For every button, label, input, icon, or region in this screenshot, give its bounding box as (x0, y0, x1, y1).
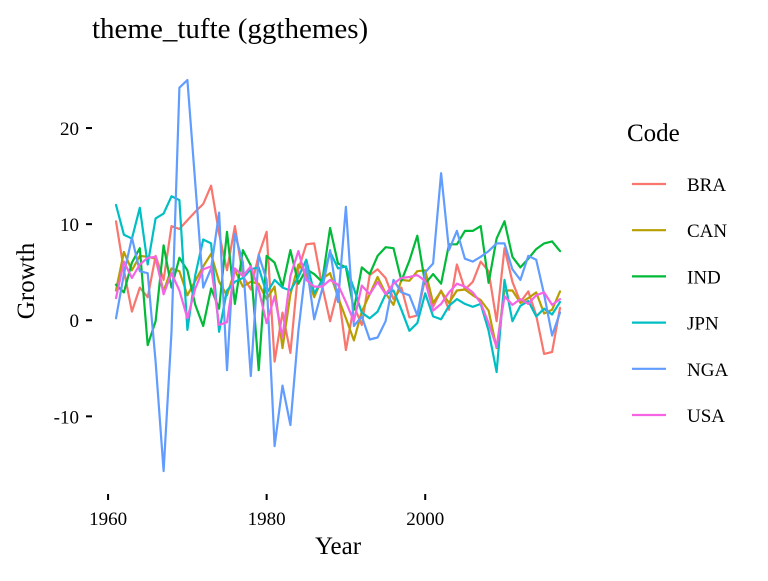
legend-label-jpn: JPN (687, 314, 719, 335)
chart-title: theme_tufte (ggthemes) (92, 13, 368, 45)
legend-label-ind: IND (687, 267, 721, 288)
plot-lines (114, 78, 562, 473)
y-axis-label: Growth (13, 242, 40, 319)
legend-label-nga: NGA (687, 360, 728, 381)
legend-items: BRA CAN IND JPN NGA USA (632, 175, 728, 427)
x-tick-label: 1960 (89, 509, 127, 530)
x-axis-label: Year (315, 533, 362, 560)
y-tick-label: -10 (54, 407, 79, 428)
y-tick-label: 20 (60, 119, 79, 140)
y-tick-label: 10 (60, 215, 79, 236)
series-line-ind (114, 220, 562, 372)
x-axis: 1960 1980 2000 (89, 494, 444, 530)
y-axis: -10 0 10 20 (54, 119, 92, 428)
series-line-usa (114, 250, 562, 349)
x-tick-label: 2000 (406, 509, 444, 530)
legend: Code BRA CAN IND JPN NGA USA (627, 120, 728, 427)
y-tick-label: 0 (70, 311, 80, 332)
legend-label-bra: BRA (687, 175, 726, 196)
legend-title: Code (627, 120, 680, 147)
x-tick-label: 1980 (248, 509, 286, 530)
legend-label-can: CAN (687, 221, 727, 242)
series-line-nga (114, 78, 562, 473)
legend-label-usa: USA (687, 406, 725, 427)
